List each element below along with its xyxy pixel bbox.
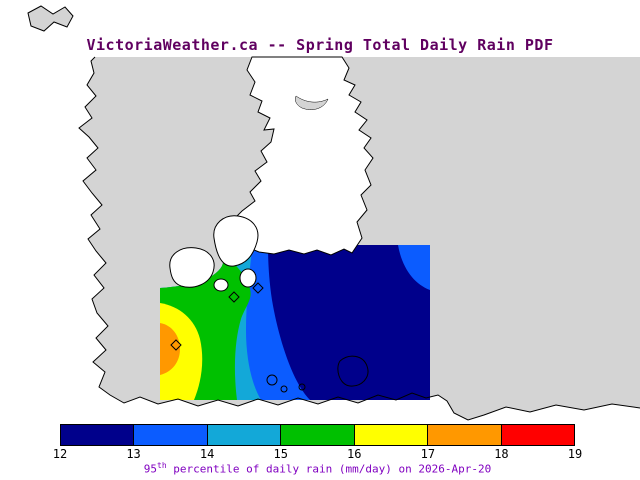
contour-level-12-13 (268, 245, 430, 400)
colorbar-tick-12: 12 (52, 447, 68, 461)
colorbar-segment-12-13 (61, 425, 135, 445)
colorbar-tick-17: 17 (420, 447, 436, 461)
caption-prefix: 95 (143, 462, 158, 476)
islet-outline-3 (280, 385, 288, 393)
tidal-channel (295, 95, 329, 110)
colorbar-segment-16-17 (354, 425, 429, 445)
colorbar: 12 13 14 15 16 17 18 19 95th percentile of dail… (53, 424, 582, 476)
colorbar-segment-18-19 (501, 425, 574, 445)
coastline (78, 56, 640, 421)
station-marker-1 (170, 339, 182, 351)
caption-superscript: th (157, 461, 167, 470)
colorbar-ticks: 12 13 14 15 16 17 18 19 (53, 446, 582, 461)
colorbar-segment-17-18 (428, 425, 502, 445)
island-west (169, 247, 215, 288)
inlet-blob (27, 5, 74, 32)
islet-outline-2 (266, 374, 278, 386)
caption-rest: percentile of daily rain (mm/day) on 202… (166, 462, 492, 476)
colorbar-segment-14-15 (207, 425, 282, 445)
colorbar-tick-14: 14 (199, 447, 215, 461)
islet-outline-4 (298, 383, 306, 391)
colorbar-segment-15-16 (281, 425, 355, 445)
colorbar-tick-15: 15 (273, 447, 288, 461)
colorbar-tick-19: 19 (567, 447, 583, 461)
central-landmass (223, 56, 374, 256)
plot-title: VictoriaWeather.ca -- Spring Total Daily… (86, 36, 554, 54)
station-marker-2 (228, 291, 240, 303)
colorbar-tick-18: 18 (494, 447, 509, 461)
colorbar-segment-13-14 (134, 425, 208, 445)
contour-level-16-17 (160, 303, 203, 400)
island-large (213, 215, 259, 267)
station-marker-3 (252, 282, 264, 294)
island-small-2 (213, 278, 229, 292)
colorbar-caption: 95th percentile of daily rain (mm/day) o… (60, 461, 575, 476)
colorbar-segments (60, 424, 575, 446)
islet-outline-1 (337, 355, 369, 387)
colorbar-tick-13: 13 (126, 447, 141, 461)
island-small-1 (239, 268, 257, 288)
colorbar-tick-16: 16 (347, 447, 362, 461)
contour-level-17-18 (160, 323, 180, 375)
